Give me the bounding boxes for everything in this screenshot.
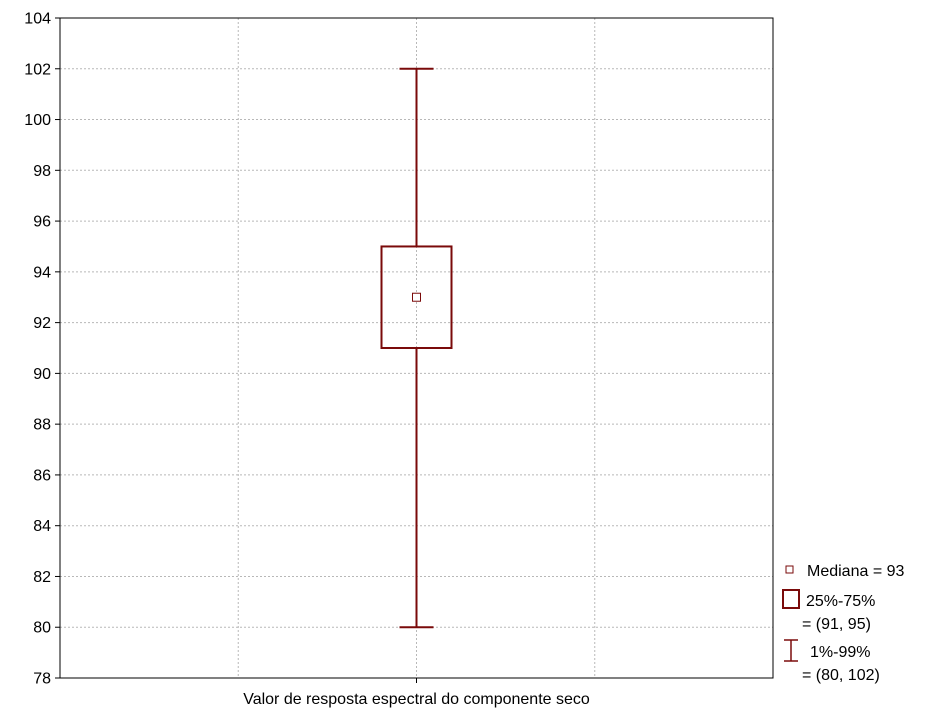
y-tick-label: 80 bbox=[33, 620, 51, 637]
y-tick-label: 98 bbox=[33, 163, 51, 180]
legend-whisker-label: 1%-99% bbox=[810, 644, 870, 661]
y-tick-label: 90 bbox=[33, 366, 51, 383]
y-tick-label: 82 bbox=[33, 569, 51, 586]
y-tick-label: 92 bbox=[33, 315, 51, 332]
median-marker bbox=[412, 292, 421, 302]
interquartile-box bbox=[380, 245, 453, 349]
legend-box-range: = (91, 95) bbox=[802, 616, 871, 633]
y-tick-label: 102 bbox=[24, 61, 51, 78]
y-tick-label: 86 bbox=[33, 467, 51, 484]
y-tick-label: 84 bbox=[33, 518, 51, 535]
y-tick-label: 88 bbox=[33, 417, 51, 434]
y-axis: 78 80 82 84 86 88 90 92 94 96 98 100 102 104 bbox=[24, 11, 417, 688]
y-tick-label: 96 bbox=[33, 214, 51, 231]
x-axis-label: Valor de resposta espectral do component… bbox=[243, 691, 590, 708]
legend-box-label: 25%-75% bbox=[806, 593, 875, 610]
legend-median-label: Mediana = 93 bbox=[807, 563, 905, 580]
legend: Mediana = 93 25%-75% = (91, 95) 1%-99% = (80… bbox=[782, 563, 905, 684]
legend-median-symbol bbox=[785, 565, 794, 574]
plot-frame bbox=[59, 17, 774, 679]
y-tick-label: 100 bbox=[24, 112, 51, 129]
y-tick-label: 104 bbox=[24, 11, 51, 28]
box-plot bbox=[380, 67, 453, 629]
y-tick-label: 94 bbox=[33, 264, 51, 281]
y-tick-label: 78 bbox=[33, 671, 51, 688]
legend-box-symbol bbox=[782, 589, 800, 609]
legend-whisker-range: = (80, 102) bbox=[802, 667, 880, 684]
